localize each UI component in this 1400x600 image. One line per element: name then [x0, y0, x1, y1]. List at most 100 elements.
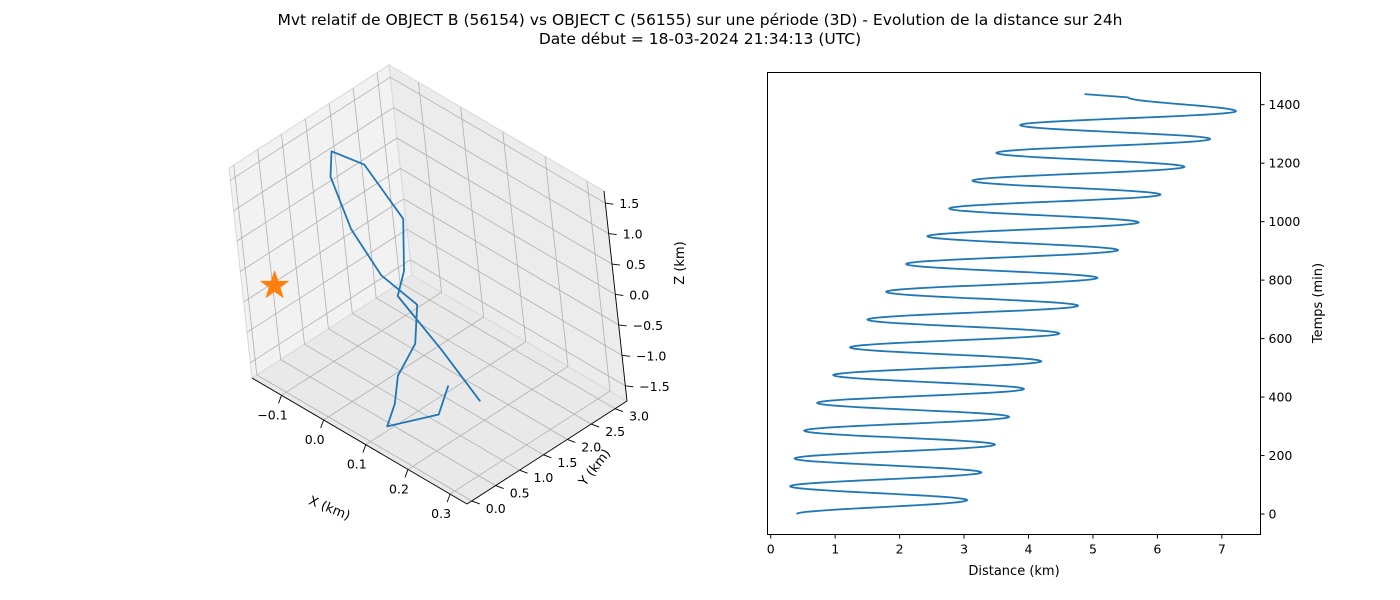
y-tick-label: 600: [1269, 331, 1293, 346]
x-tick-label: 0.3: [431, 506, 451, 521]
x-tick-mark: [446, 493, 451, 503]
x-tick-mark: [404, 469, 409, 478]
x-tick-mark: [320, 419, 325, 429]
y-ticks-2d: 0 200 400 600 800 1000 1200 1400: [1260, 97, 1301, 522]
z-tick-mark: [625, 385, 634, 388]
y-tick-mark: [614, 408, 624, 413]
grid-line-y: [328, 103, 353, 314]
y-tick-mark: [519, 469, 528, 474]
x-tick-mark: [362, 444, 367, 453]
y-tick-label: 1400: [1269, 97, 1301, 112]
z-tick-mark: [611, 263, 621, 266]
y-tick-label: 400: [1269, 390, 1293, 405]
grid-line-z: [236, 137, 398, 242]
y-tick-label: 1.0: [534, 470, 554, 485]
grid-line-z: [230, 76, 391, 181]
z-tick-mark: [605, 202, 614, 205]
y-tick-label: 1000: [1269, 214, 1301, 229]
x-tick-label: 0: [767, 542, 775, 557]
grid-line-y: [233, 164, 258, 375]
y-tick-label: 0.0: [486, 501, 506, 516]
grid-line-x: [586, 181, 611, 392]
x-tick-label: 0.2: [389, 481, 409, 496]
z-tick-label: 0.5: [626, 257, 646, 272]
x-tick-label: 5: [1089, 542, 1097, 557]
y-tick-mark: [567, 439, 576, 443]
x-tick-label: 2: [896, 542, 904, 557]
grid-line-x: [281, 291, 442, 396]
grid-line-x: [502, 131, 527, 342]
x-ticks-2d: 0 1 2 3 4 5 6 7: [767, 534, 1226, 557]
z-tick-label: 1.5: [619, 196, 639, 211]
z-tick-label: −0.5: [633, 318, 663, 333]
x-tick-mark: [278, 395, 282, 404]
x-tick-label: 6: [1153, 542, 1161, 557]
x-axis-label-2d: Distance (km): [968, 564, 1059, 579]
grid-line-y: [257, 149, 282, 360]
y-tick-label: 2.5: [605, 424, 625, 439]
distance-time-line: [789, 93, 1237, 515]
x-tick-label: 1: [831, 542, 839, 557]
grid-line-z: [246, 228, 408, 333]
y-tick-label: 0: [1269, 507, 1277, 522]
z-axis-line: [603, 190, 628, 402]
axis-lines-3d: [251, 190, 628, 505]
grid-line-x: [407, 366, 569, 470]
y-tick-label: 3.0: [629, 409, 649, 424]
trajectory-line: [329, 150, 481, 428]
z-tick-mark: [618, 324, 627, 327]
z-tick-mark: [621, 354, 631, 357]
origin-star-marker: [259, 270, 290, 299]
z-tick-mark: [615, 294, 624, 296]
grid-line-z: [390, 76, 606, 204]
x-axis-line: [251, 377, 468, 505]
grid-line-y: [256, 374, 473, 502]
grid-line-z: [406, 228, 623, 356]
grid-line-x: [460, 106, 485, 318]
grid-line-x: [449, 390, 611, 495]
grid-line-x: [544, 156, 569, 367]
z-tick-label: −1.0: [636, 348, 666, 363]
x-axis-label-3d: X (km): [306, 494, 352, 524]
grid-line-y: [328, 328, 544, 456]
y-tick-label: 0.5: [510, 486, 530, 501]
trajectory-3d-axes: −0.10.00.10.20.3 0.00.51.01.52.02.53.01.5…: [228, 64, 688, 524]
pane-group: [228, 64, 628, 505]
z-axis-label-3d: Z (km): [673, 241, 688, 284]
z-tick-label: 1.0: [623, 227, 643, 242]
y-tick-label: 800: [1269, 273, 1293, 288]
y-axis-line: [466, 400, 628, 505]
grid-line-y: [352, 313, 568, 440]
y-tick-mark: [543, 454, 552, 459]
x-tick-label: −0.1: [257, 407, 287, 422]
grid-line-y: [376, 72, 401, 283]
grid-line-z: [410, 259, 626, 387]
grid-line-y: [305, 118, 329, 329]
figure-title-line1: Mvt relatif de OBJECT B (56154) vs OBJEC…: [277, 11, 1122, 29]
grid-line-z: [400, 168, 616, 295]
y-tick-mark: [591, 423, 600, 428]
x-tick-label: 4: [1025, 542, 1033, 557]
x-tick-label: 0.1: [347, 457, 367, 472]
grid-line-z: [393, 107, 609, 234]
grid-line-y: [304, 343, 520, 471]
grid-line-z: [233, 107, 394, 211]
y-tick-mark: [471, 500, 480, 505]
z-tick-label: −1.5: [639, 379, 669, 394]
grid-line-z: [396, 137, 613, 265]
tick-labels-3d: −0.10.00.10.20.3 0.00.51.01.52.02.53.01.5…: [257, 196, 669, 521]
y-axis-label-2d: Temps (min): [1311, 263, 1326, 344]
figure-title-line2: Date début = 18-03-2024 21:34:13 (UTC): [539, 30, 861, 48]
z-tick-label: 0.0: [629, 288, 649, 303]
grid-line-z: [240, 168, 401, 272]
grid-line-x: [323, 316, 484, 421]
x-tick-label: 7: [1218, 542, 1226, 557]
grid-line-z: [403, 198, 619, 326]
plot-area-frame: [767, 72, 1261, 535]
series-2d: [789, 93, 1237, 515]
y-tick-mark: [495, 485, 504, 489]
grid-line-x: [418, 82, 442, 293]
x-tick-label: 3: [960, 542, 968, 557]
y-tick-label: 2.0: [581, 439, 601, 454]
